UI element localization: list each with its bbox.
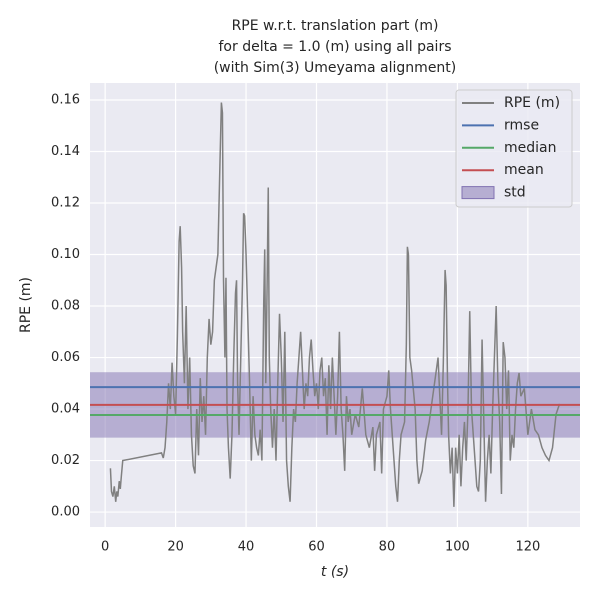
legend-swatch	[461, 186, 495, 200]
legend-label: median	[504, 140, 556, 156]
plot	[90, 102, 580, 507]
chart-title: for delta = 1.0 (m) using all pairs	[219, 39, 452, 55]
y-tick-label: 0.02	[51, 453, 80, 468]
x-tick-label: 20	[167, 540, 184, 555]
x-axis-label: t (s)	[321, 564, 349, 580]
y-tick-label: 0.16	[51, 92, 80, 107]
y-tick-label: 0.08	[51, 299, 80, 314]
x-tick-label: 40	[238, 540, 255, 555]
legend-box	[455, 89, 573, 208]
legend-label: std	[504, 185, 526, 201]
y-tick-label: 0.06	[51, 350, 80, 365]
y-tick-label: 0.04	[51, 402, 80, 417]
x-tick-label: 100	[445, 540, 470, 555]
chart-title: (with Sim(3) Umeyama alignment)	[214, 60, 457, 76]
y-tick-label: 0.00	[51, 505, 80, 520]
x-tick-label: 120	[515, 540, 540, 555]
x-tick-label: 60	[308, 540, 325, 555]
chart-title: RPE w.r.t. translation part (m)	[232, 18, 439, 34]
x-tick-label: 0	[101, 540, 109, 555]
x-tick-label: 80	[379, 540, 396, 555]
y-tick-label: 0.10	[51, 247, 80, 262]
y-axis-label: RPE (m)	[18, 277, 34, 333]
legend-label: RPE (m)	[504, 95, 560, 111]
legend-label: rmse	[504, 117, 539, 133]
y-tick-label: 0.12	[51, 196, 80, 211]
y-tick-label: 0.14	[51, 144, 80, 159]
legend-label: mean	[504, 162, 544, 178]
